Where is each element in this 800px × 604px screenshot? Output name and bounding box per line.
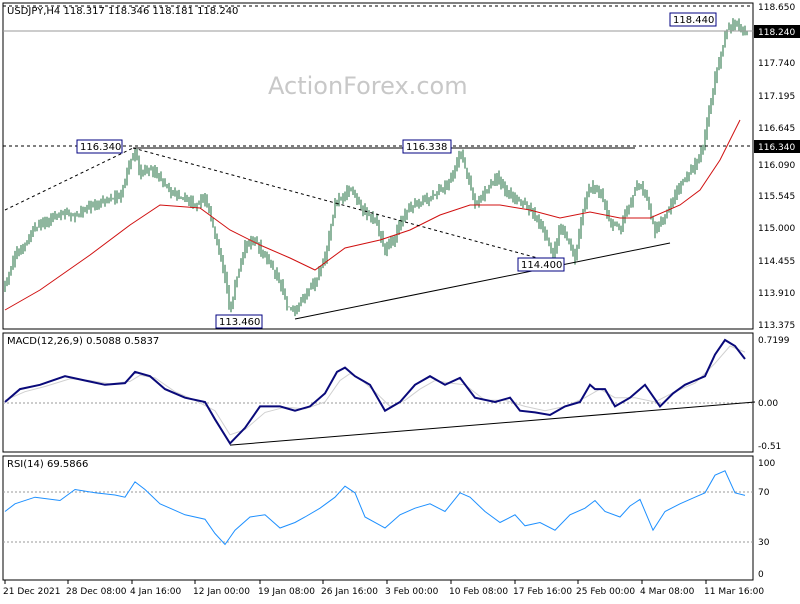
rsi-tick: 100 bbox=[758, 459, 775, 469]
macd-main-line bbox=[4, 338, 746, 446]
time-tick-label: 12 Jan 00:00 bbox=[193, 587, 250, 597]
price-tick: 117.195 bbox=[758, 92, 795, 102]
macd-panel-frame bbox=[2, 332, 754, 453]
rsi-line bbox=[4, 470, 746, 546]
svg-text:114.400: 114.400 bbox=[521, 260, 562, 271]
falling-trendline bbox=[132, 147, 546, 261]
rsi-panel-title: RSI(14) 69.5866 bbox=[7, 459, 88, 470]
time-tick-label: 10 Feb 08:00 bbox=[449, 587, 508, 597]
macd-tick: -0.51 bbox=[758, 442, 781, 452]
time-tick-label: 4 Mar 08:00 bbox=[640, 587, 695, 597]
moving-average-line bbox=[4, 119, 741, 311]
annotation-116338: 116.338 bbox=[402, 139, 452, 154]
rsi-tick: 70 bbox=[758, 488, 770, 498]
rsi-panel: RSI(14) 69.5866 100 70 30 0 bbox=[3, 459, 775, 580]
price-tick: 113.910 bbox=[758, 289, 795, 299]
price-panel-frame bbox=[2, 2, 754, 330]
price-tick: 116.090 bbox=[758, 161, 795, 171]
current-price-label: 118.240 bbox=[758, 28, 795, 38]
macd-trendline bbox=[229, 401, 756, 446]
svg-text:113.460: 113.460 bbox=[219, 317, 260, 328]
candle-series bbox=[4, 18, 748, 317]
resistance-price-label: 116.340 bbox=[758, 143, 795, 153]
macd-tick: 0.7199 bbox=[758, 336, 790, 346]
annotation-114400: 114.400 bbox=[517, 257, 565, 272]
svg-text:116.338: 116.338 bbox=[406, 142, 447, 153]
support-trendline bbox=[294, 242, 671, 320]
price-tick: 114.455 bbox=[758, 257, 795, 267]
time-tick-label: 11 Mar 16:00 bbox=[704, 587, 764, 597]
price-tick: 116.645 bbox=[758, 124, 795, 134]
price-tick: 113.375 bbox=[758, 321, 795, 331]
time-tick-label: 25 Feb 00:00 bbox=[576, 587, 635, 597]
price-panel-title: USDJPY,H4 118.317 118.346 118.181 118.24… bbox=[7, 6, 238, 17]
time-tick-label: 3 Feb 00:00 bbox=[385, 587, 439, 597]
watermark-logo: ActionForex.com bbox=[268, 72, 468, 100]
price-tick: 117.740 bbox=[758, 59, 795, 69]
macd-panel-title: MACD(12,26,9) 0.5088 0.5837 bbox=[7, 336, 159, 347]
annotation-116340: 116.340 bbox=[76, 139, 123, 154]
annotation-113460: 113.460 bbox=[215, 314, 263, 329]
annotation-118440: 118.440 bbox=[669, 12, 717, 27]
time-tick-label: 28 Dec 08:00 bbox=[66, 587, 127, 597]
svg-text:118.440: 118.440 bbox=[673, 15, 714, 26]
time-tick-label: 4 Jan 16:00 bbox=[130, 587, 182, 597]
price-tick: 115.545 bbox=[758, 192, 795, 202]
price-tick: 118.650 bbox=[758, 3, 795, 13]
time-tick-label: 21 Dec 2021 bbox=[3, 587, 61, 597]
price-y-axis: 118.650 118.240 117.740 117.195 116.645 … bbox=[754, 3, 800, 331]
macd-tick: 0.00 bbox=[758, 399, 778, 409]
rsi-panel-frame bbox=[2, 455, 754, 581]
time-tick-label: 26 Jan 16:00 bbox=[321, 587, 378, 597]
price-panel: 116.340 116.338 114.400 113.460 118.440 … bbox=[3, 5, 753, 329]
rsi-tick: 30 bbox=[758, 538, 770, 548]
rsi-tick: 0 bbox=[758, 570, 764, 580]
current-price-tag bbox=[754, 25, 800, 38]
svg-text:116.340: 116.340 bbox=[80, 142, 121, 153]
price-tick: 115.000 bbox=[758, 224, 795, 234]
time-tick-label: 17 Feb 16:00 bbox=[513, 587, 572, 597]
time-tick-label: 19 Jan 08:00 bbox=[258, 587, 315, 597]
macd-panel: MACD(12,26,9) 0.5088 0.5837 0.7199 0.00 … bbox=[3, 336, 790, 452]
resistance-price-tag bbox=[754, 140, 800, 153]
time-axis: 21 Dec 2021 28 Dec 08:00 4 Jan 16:00 12 Jan… bbox=[3, 580, 764, 597]
